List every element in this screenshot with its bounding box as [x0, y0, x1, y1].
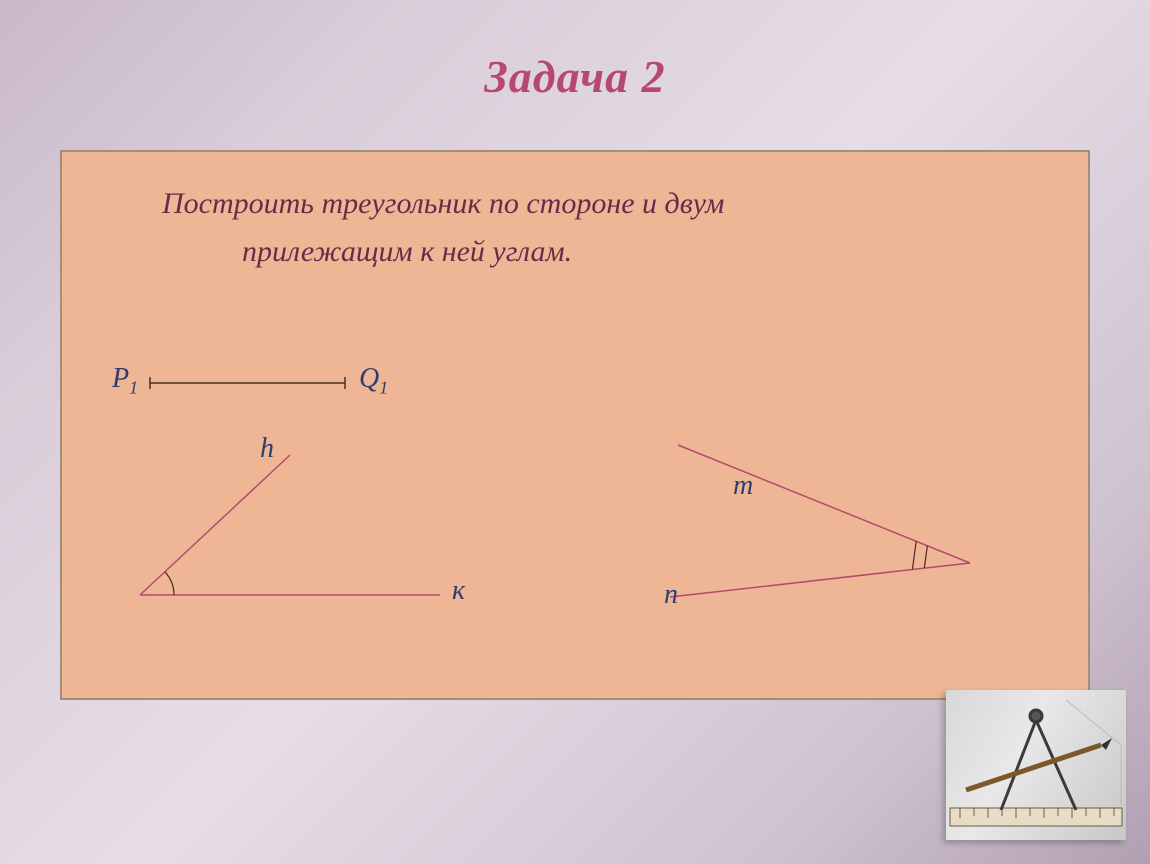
- tools-svg: [946, 690, 1126, 840]
- segment-left-label: P1: [112, 363, 138, 399]
- tools-image: [946, 690, 1126, 840]
- angle-left-bottom-label: к: [452, 575, 465, 607]
- angle-right-bottom-label: n: [664, 579, 678, 611]
- slide: Задача 2 Построить треугольник по сторон…: [0, 0, 1150, 864]
- angle-right-top-label: m: [733, 470, 753, 502]
- angle-left-top-label: h: [260, 433, 274, 465]
- segment-right-label: Q1: [359, 363, 388, 399]
